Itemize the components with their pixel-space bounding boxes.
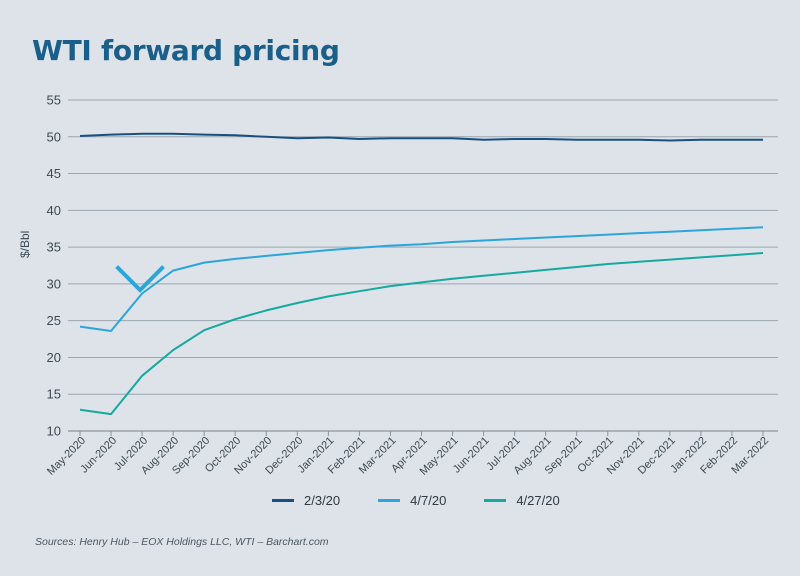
y-tick-label: 20: [47, 350, 61, 365]
y-tick-label: 15: [47, 387, 61, 402]
chart-title: WTI forward pricing: [32, 34, 340, 67]
series-layer: [79, 132, 764, 416]
legend: 2/3/20 4/7/20 4/27/20: [272, 493, 560, 508]
legend-swatch: [484, 499, 507, 502]
legend-item-4-27-20: 4/27/20: [484, 493, 560, 508]
y-tick-label: 30: [47, 276, 61, 291]
source-note: Sources: Henry Hub – EOX Holdings LLC, W…: [35, 536, 329, 548]
legend-label: 4/27/20: [516, 493, 560, 508]
y-tick-label: 55: [47, 93, 61, 108]
y-tick-label: 50: [47, 129, 61, 144]
y-axis-label: $/Bbl: [18, 230, 32, 258]
y-tick-label: 25: [47, 313, 61, 328]
series-line-4-7-20: [79, 226, 764, 332]
legend-label: 2/3/20: [304, 493, 341, 508]
legend-item-2-3-20: 2/3/20: [272, 493, 340, 508]
y-tick-label: 40: [47, 203, 61, 218]
grid-layer: [68, 99, 778, 432]
y-tick-label: 10: [47, 424, 61, 439]
legend-swatch: [378, 499, 401, 502]
y-tick-label: 45: [47, 166, 61, 181]
legend-swatch: [272, 499, 294, 502]
legend-item-4-7-20: 4/7/20: [378, 493, 446, 508]
legend-label: 4/7/20: [410, 493, 447, 508]
y-tick-labels: 55 50 45 40 35 30 25 20 15 10: [47, 93, 61, 439]
x-tick-labels: May-2020Jun-2020Jul-2020Aug-2020Sep-2020…: [45, 431, 771, 478]
series-line-2-3-20: [79, 132, 763, 142]
arrow-head: [115, 265, 165, 293]
y-tick-label: 35: [47, 240, 61, 255]
annotation-layer: [115, 165, 165, 293]
series-line-4-27-20: [79, 252, 764, 416]
